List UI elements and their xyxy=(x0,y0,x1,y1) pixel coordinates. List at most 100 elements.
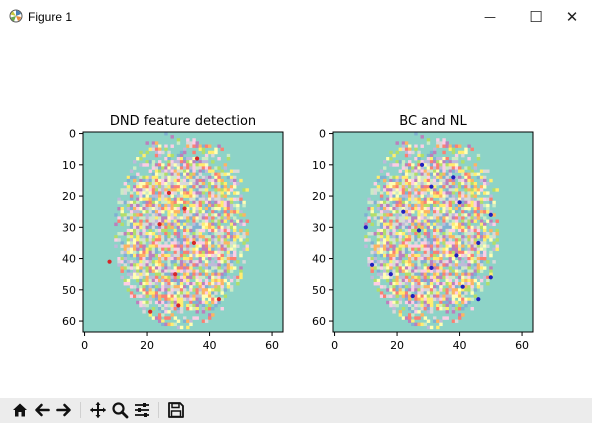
heatmap-cell xyxy=(379,191,384,195)
heatmap-cell xyxy=(164,263,168,267)
minimize-button[interactable]: — xyxy=(467,0,513,34)
heatmap-cell xyxy=(151,175,156,180)
heatmap-cell xyxy=(492,247,496,252)
heatmap-cell xyxy=(186,191,190,195)
heatmap-cell xyxy=(201,185,206,189)
heatmap-cell xyxy=(445,263,449,267)
heatmap-cell xyxy=(186,244,190,248)
heatmap-cell xyxy=(173,300,178,305)
heatmap-cell xyxy=(154,182,159,186)
heatmap-cell xyxy=(426,257,431,261)
heatmap-cell xyxy=(192,297,196,302)
heatmap-cell xyxy=(398,188,403,192)
heatmap-cell xyxy=(486,210,490,214)
heatmap-cell xyxy=(239,222,243,227)
heatmap-cell xyxy=(404,225,409,230)
zoom-button[interactable] xyxy=(110,400,130,420)
forward-button[interactable] xyxy=(54,400,74,420)
heatmap-cell xyxy=(389,150,393,155)
heatmap-cell xyxy=(454,225,459,230)
save-button[interactable] xyxy=(166,400,186,420)
heatmap-cell xyxy=(448,235,453,239)
heatmap-cell xyxy=(186,163,190,167)
heatmap-cell xyxy=(392,263,396,267)
heatmap-cell xyxy=(408,150,412,155)
heatmap-cell xyxy=(154,153,159,158)
heatmap-cell xyxy=(429,203,434,208)
heatmap-cell xyxy=(198,257,203,261)
heatmap-cell xyxy=(136,253,140,258)
heatmap-cell xyxy=(423,247,428,252)
heatmap-cell xyxy=(217,225,221,230)
heatmap-cell xyxy=(158,144,162,148)
heatmap-cell xyxy=(136,269,140,273)
heatmap-cell xyxy=(461,260,465,264)
heatmap-cell xyxy=(442,303,446,308)
heatmap-cell xyxy=(420,247,424,252)
heatmap-cell xyxy=(208,150,212,155)
home-button[interactable] xyxy=(10,400,30,420)
heatmap-cell xyxy=(133,247,137,252)
heatmap-cell xyxy=(120,250,124,255)
heatmap-cell xyxy=(179,197,184,202)
heatmap-cell xyxy=(442,194,446,198)
heatmap-cell xyxy=(383,219,387,223)
y-tick-label: 50 xyxy=(312,284,326,297)
heatmap-cell xyxy=(226,210,231,214)
heatmap-cell xyxy=(404,153,409,158)
heatmap-cell xyxy=(158,266,162,270)
heatmap-cell xyxy=(189,210,193,214)
heatmap-cell xyxy=(173,210,178,214)
heatmap-cell xyxy=(479,266,484,270)
pan-button[interactable] xyxy=(88,400,108,420)
heatmap-cell xyxy=(164,200,168,205)
heatmap-cell xyxy=(139,222,143,227)
heatmap-cell xyxy=(176,141,181,145)
heatmap-cell xyxy=(448,297,453,302)
heatmap-cell xyxy=(189,288,193,292)
heatmap-cell xyxy=(417,185,421,189)
maximize-button[interactable]: ☐ xyxy=(513,0,559,34)
heatmap-cell xyxy=(151,160,156,164)
heatmap-cell xyxy=(158,188,162,192)
heatmap-cell xyxy=(411,319,415,323)
heatmap-cell xyxy=(192,157,196,161)
heatmap-cell xyxy=(204,175,209,180)
heatmap-cell xyxy=(223,263,228,267)
heatmap-cell xyxy=(429,269,434,273)
heatmap-cell xyxy=(183,191,187,195)
configure-subplots-button[interactable] xyxy=(132,400,152,420)
heatmap-cell xyxy=(445,269,449,273)
heatmap-cell xyxy=(211,225,215,230)
heatmap-cell xyxy=(211,241,215,245)
heatmap-cell xyxy=(229,288,234,292)
heatmap-cell xyxy=(211,263,215,267)
heatmap-cell xyxy=(464,285,468,289)
heatmap-cell xyxy=(395,269,399,273)
heatmap-cell xyxy=(454,294,459,298)
heatmap-cell xyxy=(148,288,153,292)
heatmap-cell xyxy=(411,150,415,155)
heatmap-cell xyxy=(433,147,437,152)
heatmap-cell xyxy=(173,219,178,223)
heatmap-cell xyxy=(189,235,193,239)
heatmap-cell xyxy=(170,282,174,286)
heatmap-cell xyxy=(195,307,199,311)
heatmap-cell xyxy=(198,185,203,189)
heatmap-cell xyxy=(476,235,481,239)
heatmap-cell xyxy=(139,253,143,258)
heatmap-cell xyxy=(467,191,471,195)
heatmap-cell xyxy=(458,191,462,195)
back-button[interactable] xyxy=(32,400,52,420)
heatmap-cell xyxy=(176,300,181,305)
heatmap-cell xyxy=(401,266,406,270)
heatmap-cell xyxy=(186,278,190,283)
heatmap-cell xyxy=(133,269,137,273)
heatmap-cell xyxy=(414,285,418,289)
heatmap-cell xyxy=(204,225,209,230)
figure-canvas[interactable]: DND feature detection 0 10 20 30 40 50 60 0 20 40 6… xyxy=(0,34,592,398)
close-button[interactable]: ✕ xyxy=(552,0,592,34)
heatmap-cell xyxy=(145,182,149,186)
heatmap-cell xyxy=(373,266,378,270)
heatmap-cell xyxy=(442,228,446,233)
